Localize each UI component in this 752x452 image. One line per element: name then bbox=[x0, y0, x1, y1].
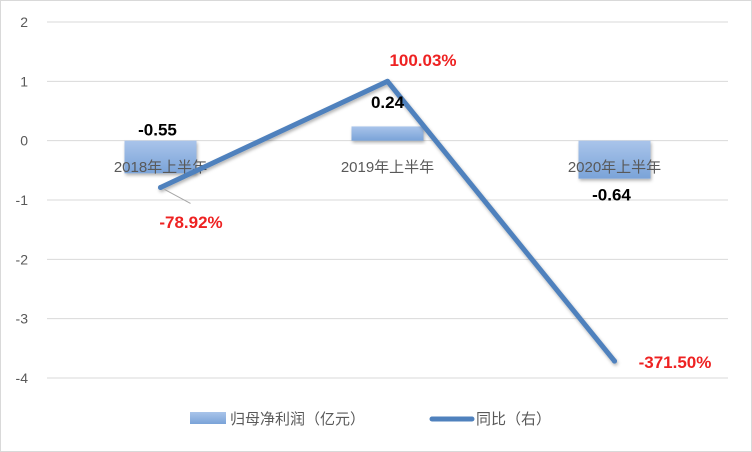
x-category-label: 2019年上半年 bbox=[341, 159, 434, 176]
bar-data-label: 0.24 bbox=[371, 93, 405, 112]
line-data-label: -78.92% bbox=[159, 213, 222, 232]
bar bbox=[124, 140, 197, 174]
y-tick-label: 1 bbox=[20, 73, 28, 89]
y-tick-label: -4 bbox=[16, 370, 29, 386]
legend-line-label: 同比（右） bbox=[476, 410, 551, 428]
bar-data-label: -0.55 bbox=[138, 121, 177, 140]
line-point bbox=[612, 358, 617, 364]
x-category-label: 2020年上半年 bbox=[568, 159, 661, 176]
line-point bbox=[158, 184, 163, 190]
y-tick-label: 2 bbox=[20, 14, 28, 30]
line-data-label: -371.50% bbox=[639, 353, 712, 372]
bar bbox=[578, 140, 651, 179]
line-data-label: 100.03% bbox=[389, 51, 456, 70]
y-tick-label: 0 bbox=[20, 133, 28, 149]
y-tick-label: -2 bbox=[16, 251, 29, 267]
line-point bbox=[385, 78, 390, 84]
y-tick-label: -3 bbox=[16, 311, 29, 327]
x-category-label: 2018年上半年 bbox=[114, 159, 207, 176]
bar-data-label: -0.64 bbox=[592, 186, 631, 205]
y-tick-label: -1 bbox=[16, 192, 29, 208]
leader-line bbox=[164, 189, 191, 204]
bar bbox=[351, 126, 424, 141]
legend: 归母净利润（亿元） 同比（右） bbox=[190, 410, 551, 428]
legend-bar-label: 归母净利润（亿元） bbox=[230, 410, 365, 428]
legend-bar-swatch bbox=[190, 412, 226, 424]
